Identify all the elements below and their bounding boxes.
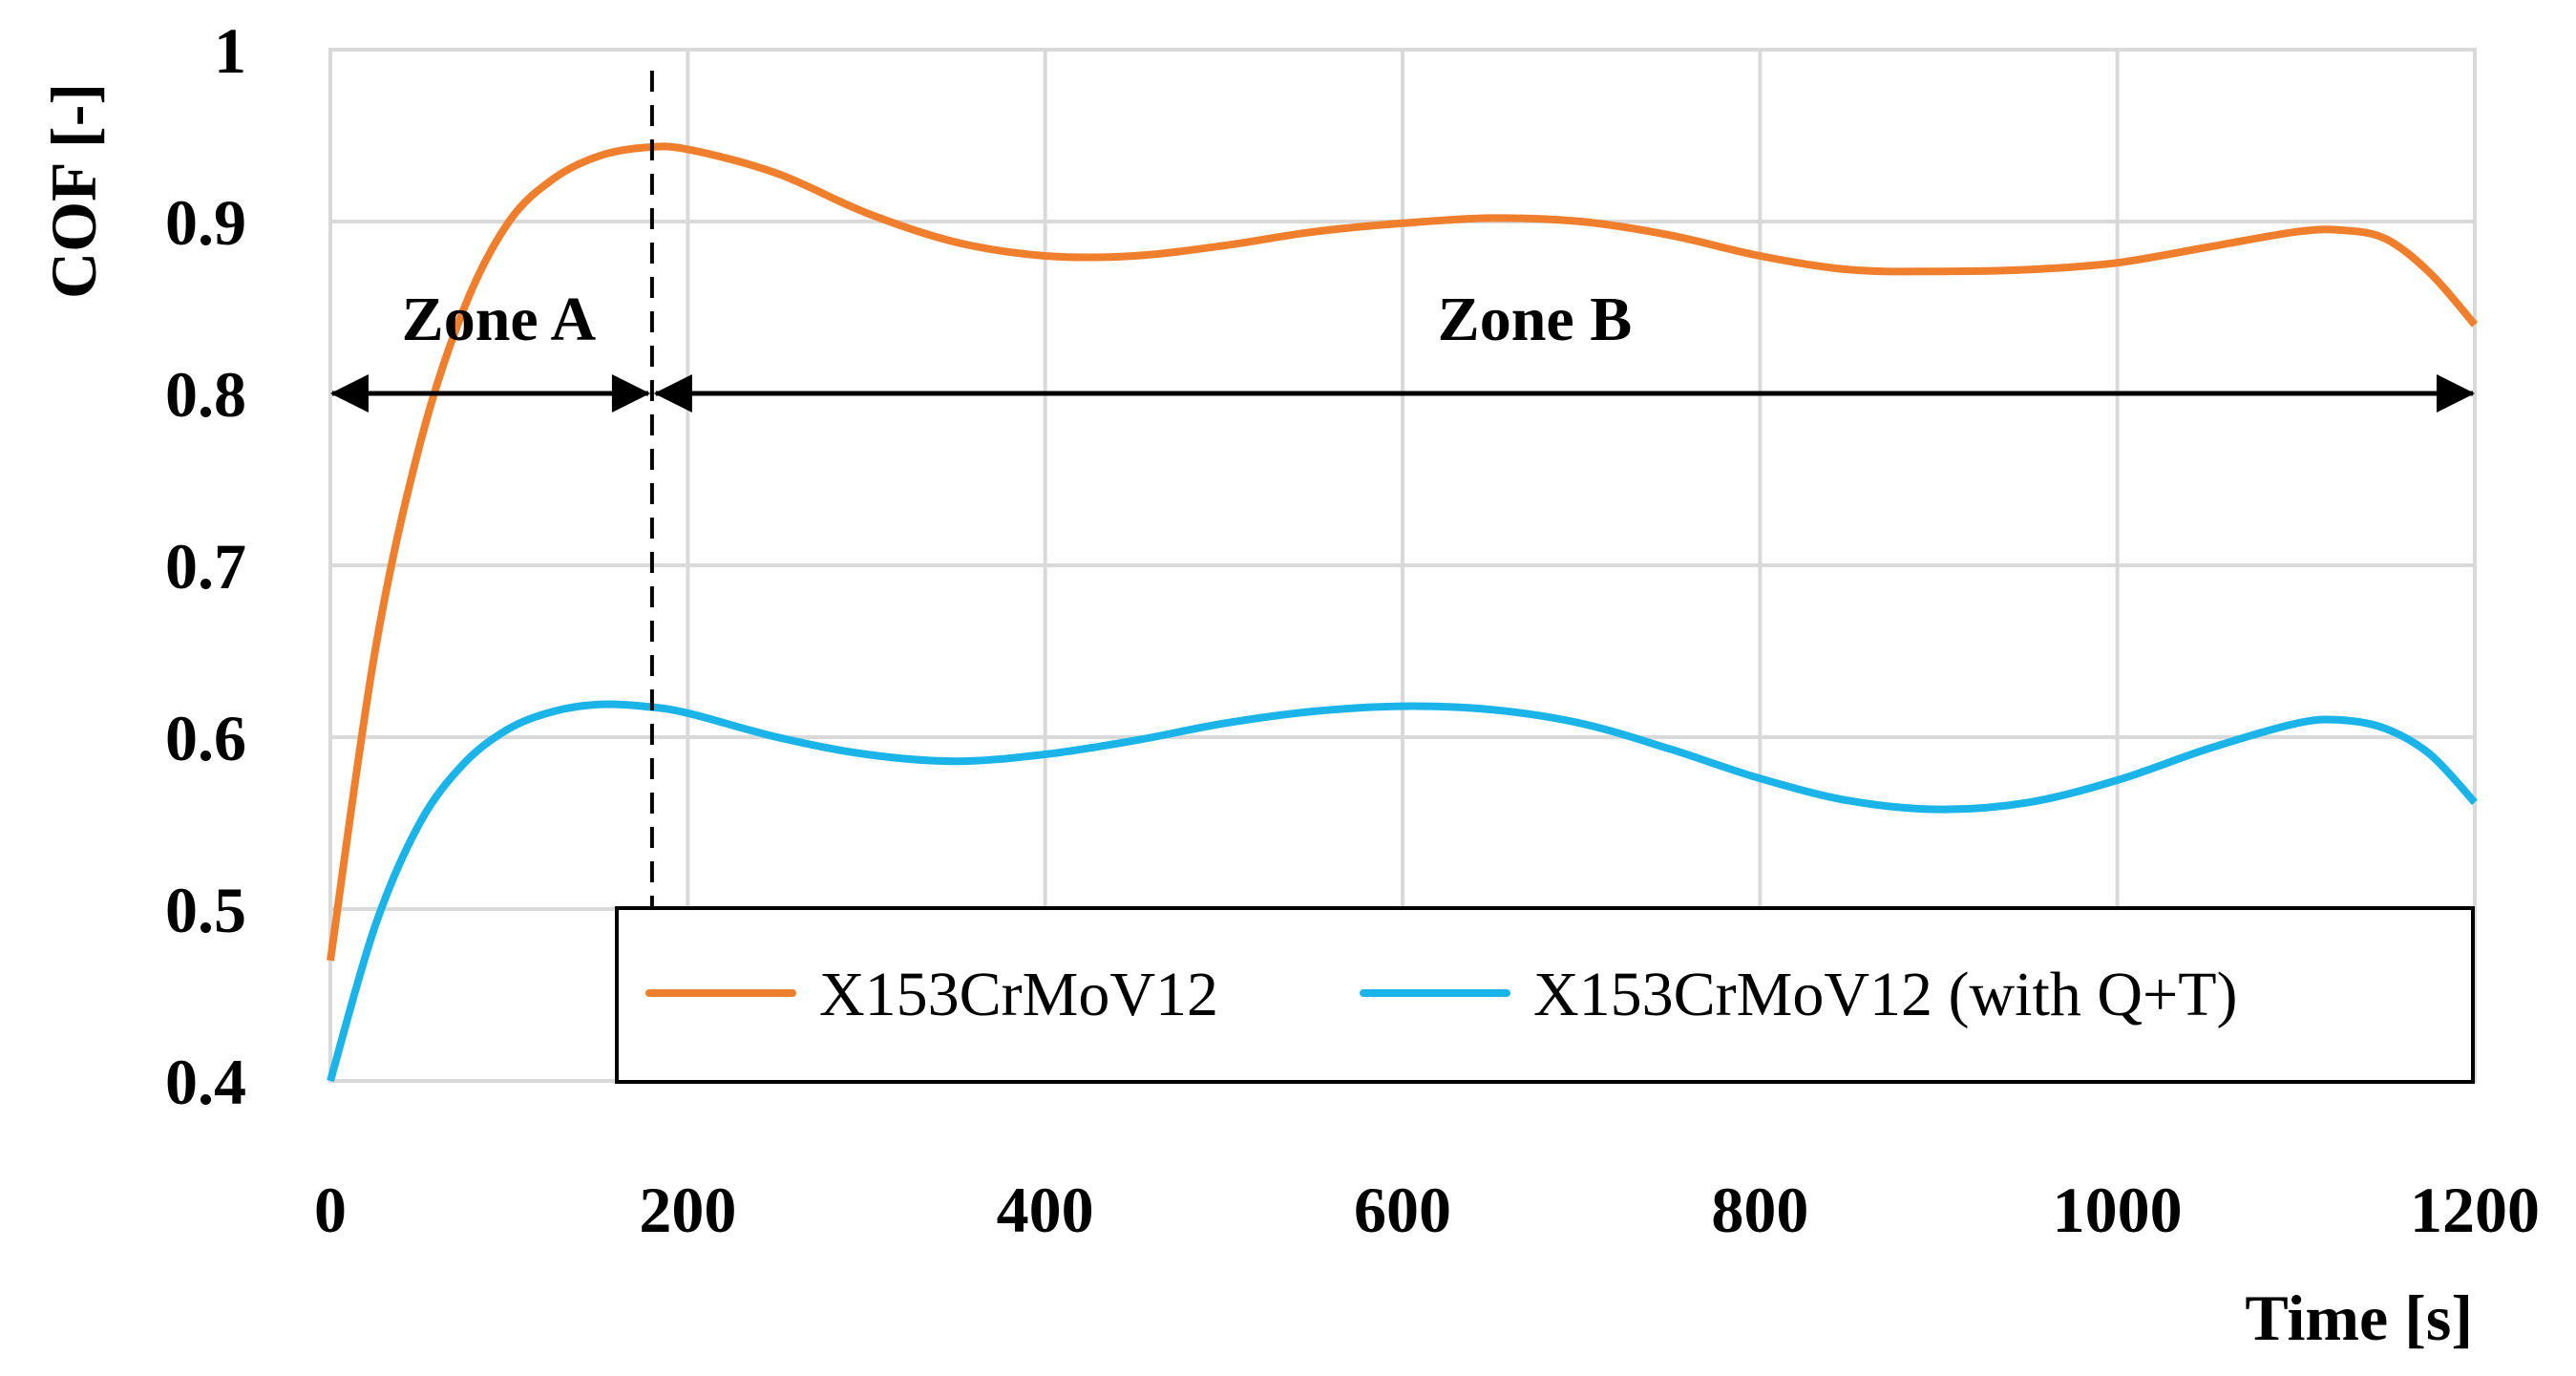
x-tick-label: 600 (1354, 1174, 1451, 1246)
legend-label-x153crmov12-qt: X153CrMoV12 (with Q+T) (1533, 960, 2238, 1029)
x-tick-label: 0 (314, 1174, 347, 1246)
y-tick-label: 0.9 (165, 186, 246, 259)
legend: X153CrMoV12 X153CrMoV12 (with Q+T) (615, 906, 2475, 1084)
x-tick-label: 400 (997, 1174, 1094, 1246)
legend-label-x153crmov12: X153CrMoV12 (819, 960, 1218, 1029)
x-axis-title: Time [s] (2245, 1281, 2473, 1354)
series-line-1 (327, 700, 2478, 1083)
x-tick-label: 200 (639, 1174, 736, 1246)
y-tick-label: 0.4 (165, 1046, 246, 1118)
y-axis-title: COF [-] (37, 83, 110, 299)
y-tick-label: 1 (214, 14, 246, 87)
y-tick-label: 0.6 (165, 702, 246, 774)
y-tick-labels: 0.4 0.5 0.6 0.7 0.8 0.9 1 (165, 14, 246, 1118)
legend-box (615, 906, 2475, 1084)
y-tick-label: 0.5 (165, 874, 246, 946)
y-tick-label: 0.7 (165, 530, 246, 603)
x-tick-labels: 0 200 400 600 800 1000 1200 (314, 1174, 2540, 1246)
series-lines (327, 142, 2479, 1083)
zone-a-label: Zone A (402, 285, 597, 354)
series-line-0 (327, 142, 2479, 962)
x-tick-label: 800 (1711, 1174, 1808, 1246)
x-tick-label: 1000 (2053, 1174, 2183, 1246)
zone-b-label: Zone B (1438, 285, 1633, 354)
x-tick-label: 1200 (2410, 1174, 2540, 1246)
y-tick-label: 0.8 (165, 358, 246, 431)
